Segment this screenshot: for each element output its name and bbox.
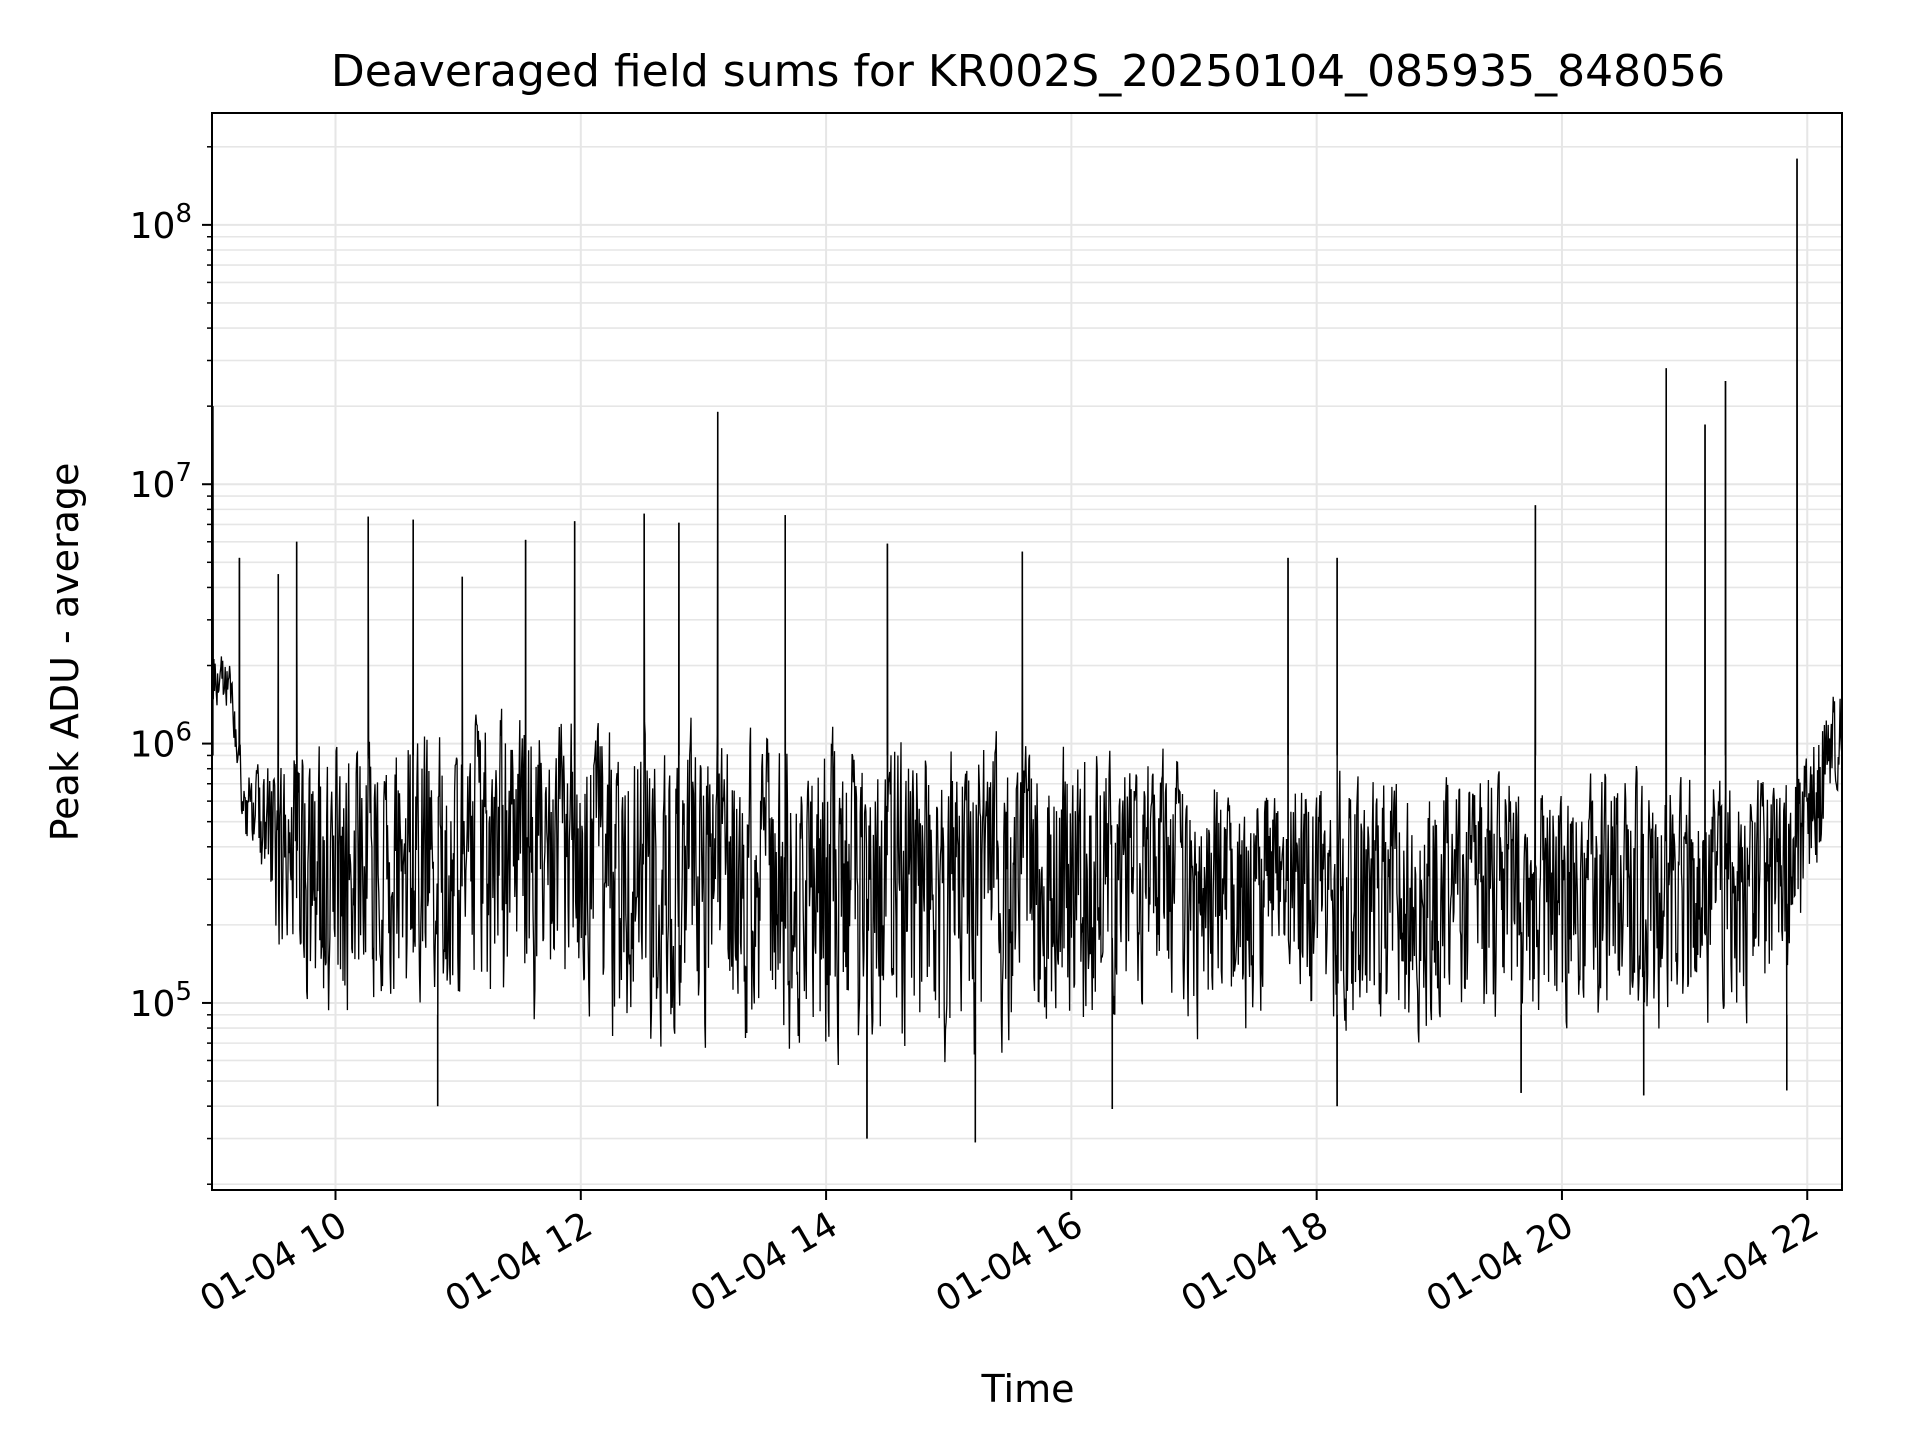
- y-axis: 105 106 107 108: [130, 146, 212, 1185]
- plot-frame: [211, 112, 1843, 1191]
- series-path: [211, 158, 1843, 1143]
- y-axis-label: Peak ADU - average: [43, 463, 87, 842]
- series-line: [211, 158, 1843, 1143]
- y-tick-label: 107: [130, 458, 192, 506]
- y-tick-label: 105: [130, 977, 192, 1025]
- x-axis-label: Time: [981, 1367, 1075, 1411]
- y-tick-label: 106: [130, 718, 192, 766]
- chart-title: Deaveraged field sums for KR002S_2025010…: [331, 46, 1725, 97]
- y-tick-label: 108: [130, 199, 192, 247]
